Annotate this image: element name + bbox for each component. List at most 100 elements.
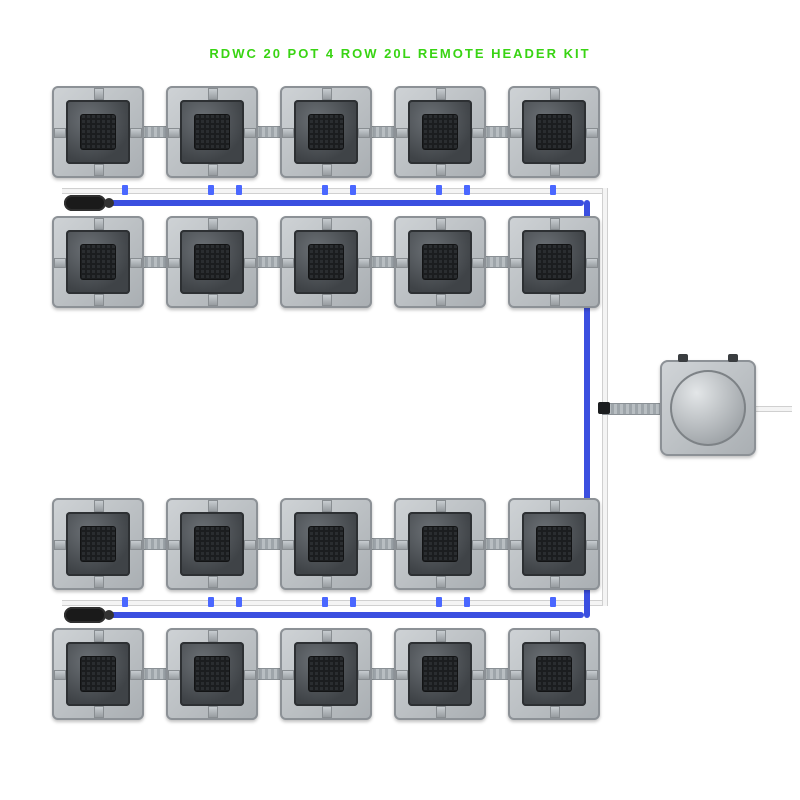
pump-endcap-2 (64, 607, 106, 623)
tube-clip-0-3 (322, 185, 328, 195)
pot-r1-c3-rib-w (282, 128, 294, 138)
pot-r3-c4-rib-s (436, 576, 446, 588)
tube-clip-0-6 (464, 185, 470, 195)
pot-r1-c4-rib-e (472, 128, 484, 138)
pot-r1-c2-rib-s (208, 164, 218, 176)
header-feed-pipe (602, 403, 660, 415)
header-lug-left (678, 354, 688, 362)
pot-r2-c1-rib-s (94, 294, 104, 306)
tube-clip-1-4 (350, 597, 356, 607)
pot-r3-c1-rib-e (130, 540, 142, 550)
pot-r4-c5-rib-s (550, 706, 560, 718)
tube-clip-0-5 (436, 185, 442, 195)
pot-r4-c4 (394, 628, 486, 720)
pot-r2-c3-rib-w (282, 258, 294, 268)
pot-r4-c2-rib-n (208, 630, 218, 642)
supply-line-top (110, 200, 584, 206)
pot-r1-c1-rib-e (130, 128, 142, 138)
tube-clip-1-6 (464, 597, 470, 607)
tube-clip-1-2 (236, 597, 242, 607)
pot-r1-c5-rib-w (510, 128, 522, 138)
pot-r3-c2-rib-w (168, 540, 180, 550)
pot-r1-c1-netpot (80, 114, 116, 150)
pot-r1-c1-rib-w (54, 128, 66, 138)
supply-line-bottom (110, 612, 584, 618)
pot-r1-c2-rib-w (168, 128, 180, 138)
pot-r3-c4-rib-w (396, 540, 408, 550)
pot-r4-c3-rib-e (358, 670, 370, 680)
pot-r3-c4-rib-e (472, 540, 484, 550)
pot-r4-c5-netpot (536, 656, 572, 692)
pot-r3-c1-netpot (80, 526, 116, 562)
pot-r1-c3-rib-s (322, 164, 332, 176)
pot-r4-c1-rib-w (54, 670, 66, 680)
return-tube-bottom (62, 600, 606, 606)
pot-r4-c3-rib-s (322, 706, 332, 718)
pot-r3-c2-netpot (194, 526, 230, 562)
pot-r4-c5-rib-n (550, 630, 560, 642)
pot-r4-c3-rib-n (322, 630, 332, 642)
tube-clip-0-7 (550, 185, 556, 195)
pot-r4-c2 (166, 628, 258, 720)
pot-r1-c5 (508, 86, 600, 178)
pot-r1-c2-netpot (194, 114, 230, 150)
pot-r1-c2-rib-n (208, 88, 218, 100)
pot-r2-c5-rib-e (586, 258, 598, 268)
pot-r1-c1 (52, 86, 144, 178)
pot-r2-c4-netpot (422, 244, 458, 280)
pot-r2-c5-rib-w (510, 258, 522, 268)
pot-r1-c5-rib-e (586, 128, 598, 138)
pot-r4-c4-rib-n (436, 630, 446, 642)
pot-r3-c3-rib-e (358, 540, 370, 550)
tube-clip-1-5 (436, 597, 442, 607)
tube-clip-1-7 (550, 597, 556, 607)
pot-r4-c1-rib-n (94, 630, 104, 642)
pot-r1-c5-netpot (536, 114, 572, 150)
pot-r2-c3-rib-s (322, 294, 332, 306)
pot-r4-c1 (52, 628, 144, 720)
diagram-stage: { "title": { "text": "RDWC 20 POT 4 ROW … (0, 0, 800, 800)
pot-r1-c1-rib-s (94, 164, 104, 176)
pot-r2-c1-rib-w (54, 258, 66, 268)
pot-r4-c2-netpot (194, 656, 230, 692)
pot-r3-c5-netpot (536, 526, 572, 562)
pot-r4-c2-rib-w (168, 670, 180, 680)
pump-endcap-1 (64, 195, 106, 211)
pot-r3-c2-rib-s (208, 576, 218, 588)
pot-r4-c3-netpot (308, 656, 344, 692)
pot-r2-c2-rib-s (208, 294, 218, 306)
pot-r2-c1-rib-e (130, 258, 142, 268)
pot-r2-c5-rib-n (550, 218, 560, 230)
pot-r3-c2 (166, 498, 258, 590)
header-outlet-tube (752, 406, 792, 412)
pot-r1-c1-rib-n (94, 88, 104, 100)
pot-r2-c2-rib-e (244, 258, 256, 268)
pot-r3-c4-netpot (422, 526, 458, 562)
tube-clip-1-3 (322, 597, 328, 607)
pot-r1-c4-rib-s (436, 164, 446, 176)
pot-r2-c4 (394, 216, 486, 308)
pot-r2-c4-rib-e (472, 258, 484, 268)
pot-r3-c5-rib-n (550, 500, 560, 512)
pot-r2-c5-netpot (536, 244, 572, 280)
pot-r2-c1-rib-n (94, 218, 104, 230)
pot-r2-c1 (52, 216, 144, 308)
tube-clip-1-1 (208, 597, 214, 607)
pot-r1-c3 (280, 86, 372, 178)
pot-r2-c5-rib-s (550, 294, 560, 306)
pot-r3-c1-rib-s (94, 576, 104, 588)
pot-r2-c2-rib-w (168, 258, 180, 268)
pot-r3-c1-rib-w (54, 540, 66, 550)
header-tank (660, 360, 756, 456)
pot-r4-c4-rib-e (472, 670, 484, 680)
pot-r4-c1-rib-e (130, 670, 142, 680)
pot-r1-c2-rib-e (244, 128, 256, 138)
pot-r3-c4-rib-n (436, 500, 446, 512)
pot-r3-c1-rib-n (94, 500, 104, 512)
pot-r2-c4-rib-s (436, 294, 446, 306)
pot-r2-c3-netpot (308, 244, 344, 280)
return-tube-vertical (602, 188, 608, 606)
tube-clip-0-4 (350, 185, 356, 195)
pot-r3-c5 (508, 498, 600, 590)
pot-r1-c3-rib-n (322, 88, 332, 100)
